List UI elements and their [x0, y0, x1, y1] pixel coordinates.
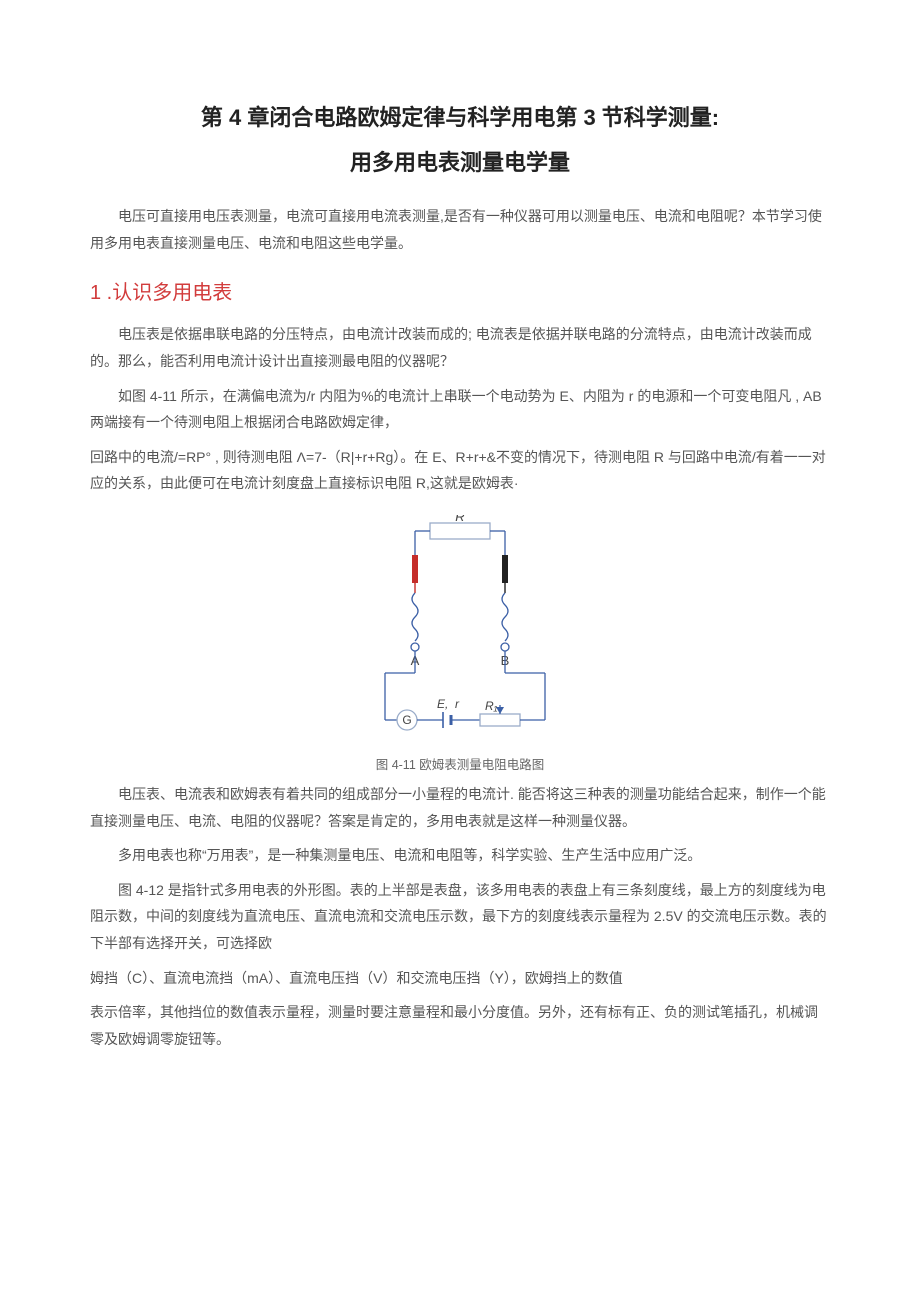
paragraph-6: 图 4-12 是指针式多用电表的外形图。表的上半部是表盘，该多用电表的表盘上有三… [90, 877, 830, 957]
variable-resistor-box [480, 714, 520, 726]
coil-left [412, 593, 418, 641]
paragraph-2: 如图 4-11 所示，在满偏电流为/r 内阻为%的电流计上串联一个电动势为 E、… [90, 383, 830, 436]
figure-4-11-caption: 图 4-11 欧姆表测量电阻电路图 [90, 754, 830, 773]
terminal-A [411, 643, 419, 651]
battery-r-label: r [455, 697, 460, 711]
paragraph-7: 姆挡（C）、直流电流挡（mA）、直流电压挡（V）和交流电压挡（Y），欧姆挡上的数… [90, 965, 830, 992]
probe-black [502, 555, 508, 583]
chapter-title-line2: 用多用电表测量电学量 [90, 145, 830, 177]
paragraph-5: 多用电表也称“万用表”，是一种集测量电压、电流和电阻等，科学实验、生产生活中应用… [90, 842, 830, 869]
resistor-R-label: R [455, 515, 464, 524]
intro-paragraph: 电压可直接用电压表测量，电流可直接用电流表测量,是否有一种仪器可用以测量电压、电… [90, 203, 830, 256]
galvanometer-label: G [402, 713, 411, 727]
section-1-heading: 1 .认识多用电表 [90, 276, 830, 305]
chapter-title-line1: 第 4 章闭合电路欧姆定律与科学用电第 3 节科学测量: [90, 100, 830, 135]
coil-right [502, 593, 508, 641]
paragraph-3: 回路中的电流/=RP° , 则待测电阻 Λ=7-（R|+r+Rg）。在 E、R+… [90, 444, 830, 497]
probe-red [412, 555, 418, 583]
terminal-B [501, 643, 509, 651]
paragraph-8: 表示倍率，其他挡位的数值表示量程，测量时要注意量程和最小分度值。另外，还有标有正… [90, 999, 830, 1052]
variable-resistor-label: R₁ [485, 699, 498, 713]
figure-4-11: R A B [90, 515, 830, 773]
battery-E-label: E, [437, 697, 448, 711]
circuit-diagram-svg: R A B [345, 515, 575, 745]
paragraph-4: 电压表、电流表和欧姆表有着共同的组成部分一小量程的电流计. 能否将这三种表的测量… [90, 781, 830, 834]
paragraph-1: 电压表是依据串联电路的分压特点，由电流计改装而成的; 电流表是依据并联电路的分流… [90, 321, 830, 374]
resistor-R-box [430, 523, 490, 539]
page-container: 第 4 章闭合电路欧姆定律与科学用电第 3 节科学测量: 用多用电表测量电学量 … [0, 0, 920, 1120]
